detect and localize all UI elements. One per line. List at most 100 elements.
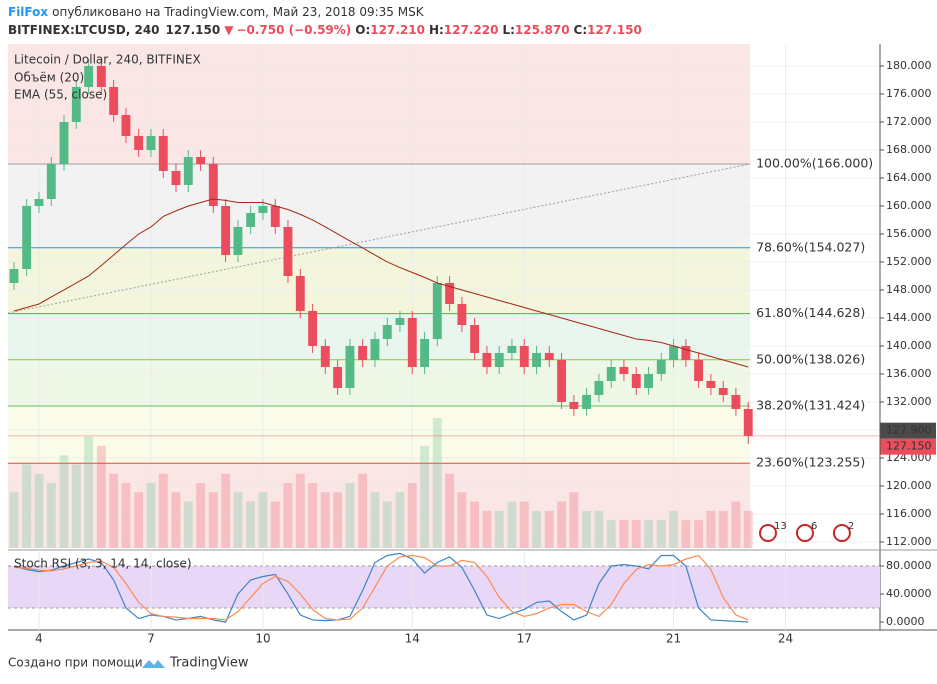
volume-bar [507, 501, 517, 548]
x-tick-label: 17 [517, 632, 532, 646]
h-label: H: [429, 23, 444, 37]
candle-body [196, 156, 206, 164]
candle-body [96, 65, 106, 87]
volume-bar [557, 501, 567, 548]
y-tick-label: 180.000 [886, 59, 932, 72]
candle-body [669, 345, 679, 360]
candle-body [631, 373, 641, 388]
candle-body [370, 338, 380, 360]
volume-bar [470, 501, 480, 548]
candle-body [395, 317, 405, 325]
candle-body [270, 205, 280, 227]
y-tick-label: 136.000 [886, 367, 932, 380]
event-flag [795, 524, 814, 542]
candle-body [59, 121, 69, 164]
candle-body [470, 324, 480, 353]
volume-bar [681, 520, 691, 548]
candle-body [22, 205, 32, 269]
l-label: L: [502, 23, 514, 37]
volume-bar [221, 473, 231, 548]
candle-body [594, 380, 604, 395]
plot: 112.000116.000120.000124.000128.000132.0… [7, 44, 937, 646]
y-tick-label: 132.000 [886, 395, 932, 408]
volume-bar [283, 483, 293, 548]
candle-body [121, 114, 131, 136]
event-flag [759, 524, 778, 542]
volume-bar [370, 492, 380, 548]
price-label: 127.150 [886, 440, 932, 453]
symbol-line: BITFINEX:LTCUSD, 240 127.150 ▼ −0.750 (−0.5… [8, 23, 642, 37]
y-tick-label: 152.000 [886, 255, 932, 268]
candle-body [134, 135, 144, 150]
candle-body [71, 86, 81, 122]
event-count: 2 [848, 521, 854, 532]
volume-bar [631, 520, 641, 548]
candle-body [482, 352, 492, 367]
x-tick-label: 21 [666, 632, 681, 646]
last: 127.150 [166, 23, 221, 37]
volume-bar [22, 464, 32, 548]
volume-bar [457, 492, 467, 548]
volume-bar [333, 492, 343, 548]
price-label: 127.900 [886, 424, 932, 437]
fib-label: 23.60%(123.255) [756, 455, 865, 470]
rsi-line [13, 554, 749, 621]
volume-bar [718, 510, 728, 548]
volume-bar [669, 510, 679, 548]
volume-bar [320, 492, 330, 548]
volume-bar [445, 473, 455, 548]
candle-body [507, 345, 517, 353]
volume-bar [494, 510, 504, 548]
y-tick-label: 168.000 [886, 143, 932, 156]
legend-volume: Объём (20) [14, 71, 84, 85]
volume-bar [158, 473, 168, 548]
candle-body [258, 205, 268, 213]
candle-body [519, 345, 529, 367]
volume-bar [482, 510, 492, 548]
candle-body [532, 352, 542, 367]
fib-label: 38.20%(131.424) [756, 398, 865, 413]
price-box [880, 438, 936, 455]
logo [142, 660, 165, 668]
x-tick-label: 4 [35, 632, 43, 646]
candle-body [445, 282, 455, 304]
symbol: BITFINEX:LTCUSD, 240 [8, 23, 160, 37]
rsi-title: Stoch RSI (3, 3, 14, 14, close) [14, 557, 192, 571]
volume-bar [146, 483, 156, 548]
candle-body [619, 366, 629, 374]
footer-text: Создано при помощи [8, 656, 143, 670]
candle-body [308, 310, 318, 346]
rsi-band [8, 566, 880, 609]
candle-body [644, 373, 654, 388]
volume-bar [84, 436, 94, 548]
chart-title: Litecoin / Dollar, 240, BITFINEX [14, 53, 201, 67]
volume-bar [432, 418, 442, 548]
volume-bar [134, 492, 144, 548]
volume-bar [594, 510, 604, 548]
candle-body [109, 86, 119, 115]
volume-bar [644, 520, 654, 548]
volume-bar [407, 483, 417, 548]
candle-body [34, 198, 44, 206]
y-tick-label: 80.0000 [886, 559, 932, 572]
volume-bar [420, 445, 430, 548]
y-tick-label: 116.000 [886, 507, 932, 520]
volume-bar [46, 483, 56, 548]
volume-bar [196, 483, 206, 548]
volume-bar [544, 510, 554, 548]
candle-body [694, 359, 704, 381]
header-line: FilFox опубликовано на TradingView.com, М… [8, 5, 425, 19]
candle-body [681, 345, 691, 360]
volume-bar [233, 492, 243, 548]
footer-brand[interactable]: TradingView [169, 656, 249, 671]
candle-body [557, 359, 567, 402]
candle-body [283, 226, 293, 276]
candle-body [407, 317, 417, 367]
volume-bar [382, 501, 392, 548]
candle-body [432, 282, 442, 339]
volume-bar [619, 520, 629, 548]
volume-bar [258, 492, 268, 548]
fib-label: 100.00%(166.000) [756, 155, 873, 170]
brand: FilFox [8, 5, 48, 19]
candle-body [221, 205, 231, 255]
